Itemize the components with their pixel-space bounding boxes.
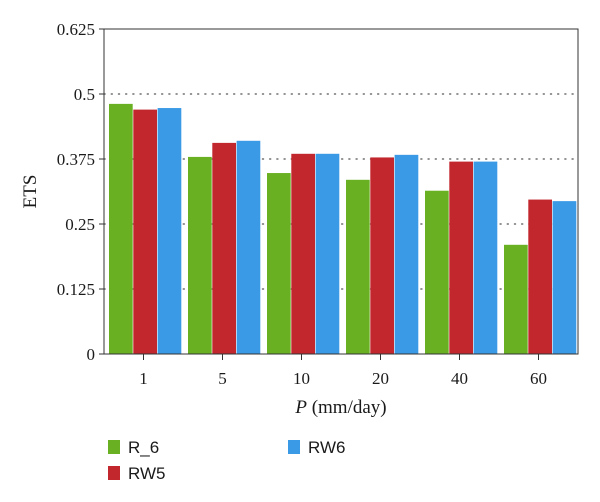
gridlines [103,93,579,290]
x-axis: 1 5 10 20 40 60 [139,354,547,388]
legend-swatch [288,440,300,454]
y-tick-label: 0.25 [65,215,95,234]
bar-r6-1 [109,103,133,354]
bar-rw5-20 [370,157,394,354]
x-tick-label: 20 [372,369,389,388]
bar-rw5-40 [449,161,473,354]
x-tick-label: 5 [218,369,227,388]
legend-swatch [108,440,120,454]
y-tick-label: 0.625 [57,20,95,39]
legend-label: RW6 [308,438,345,457]
bar-rw5-10 [291,153,315,354]
x-axis-variable: P [294,397,307,418]
y-tick-label: 0.5 [74,85,95,104]
y-tick-label: 0 [87,345,96,364]
bar-r6-5 [188,156,212,354]
bar-rw6-5 [236,140,261,354]
bar-rw6-40 [473,161,498,354]
bar-r6-60 [504,244,528,354]
x-tick-label: 40 [451,369,468,388]
legend-label: R_6 [128,438,159,457]
bars [109,103,577,354]
plot-frame [103,28,579,355]
bar-rw6-1 [157,108,182,354]
bar-rw6-10 [315,153,340,354]
x-tick-label: 60 [530,369,547,388]
y-axis-label: ETS [20,175,41,209]
legend-label: RW5 [128,464,165,483]
bar-r6-10 [267,173,291,354]
x-axis-label: P (mm/day) [294,397,386,418]
bar-rw6-60 [552,201,577,354]
bar-rw5-60 [528,199,552,354]
bar-r6-20 [346,179,370,354]
bar-rw6-20 [394,154,419,354]
x-tick-label: 10 [293,369,310,388]
bar-r6-40 [425,190,449,354]
y-axis: 0 0.125 0.25 0.375 0.5 0.625 [57,20,104,364]
bar-rw5-1 [133,109,157,354]
y-tick-label: 0.125 [57,280,95,299]
x-tick-label: 1 [139,369,148,388]
legend: R_6 RW5 RW6 [108,438,345,483]
y-tick-label: 0.375 [57,150,95,169]
x-axis-unit: (mm/day) [307,397,387,418]
legend-swatch [108,466,120,480]
bar-rw5-5 [212,142,236,354]
